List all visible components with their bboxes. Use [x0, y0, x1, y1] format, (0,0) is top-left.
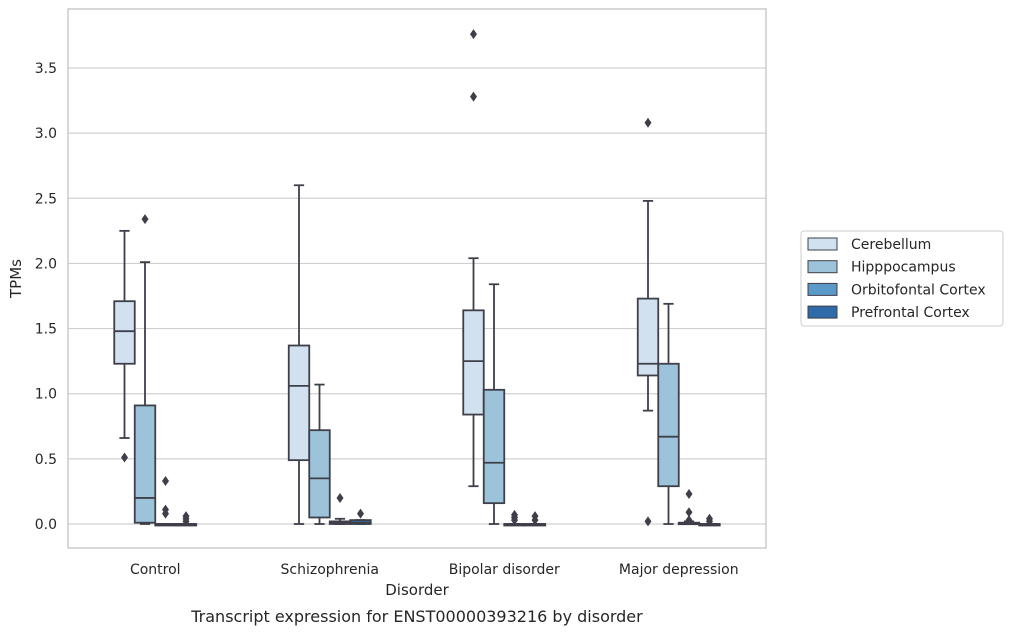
outlier-point — [182, 516, 190, 527]
box-cerebellum — [287, 184, 311, 525]
box-orbitofontal-cortex — [154, 476, 177, 527]
legend-label: Hipppocampus — [851, 260, 956, 276]
box-prefrontal-cortex — [349, 508, 372, 525]
outlier-point — [141, 214, 149, 225]
y-tick-label: 2.0 — [35, 256, 57, 272]
y-tick-label: 1.0 — [35, 387, 57, 403]
outlier-point — [162, 508, 169, 519]
y-tick-label: 3.0 — [35, 126, 57, 142]
outlier-point — [336, 492, 344, 503]
outlier-point — [685, 507, 693, 518]
y-tick-label: 1.5 — [35, 322, 57, 338]
box-prefrontal-cortex — [698, 513, 721, 527]
legend-swatch — [807, 305, 838, 319]
outlier-point — [121, 452, 128, 463]
x-tick-label: Major depression — [619, 562, 739, 578]
box-body — [462, 309, 485, 416]
box-body — [287, 344, 311, 462]
outlier-point — [470, 29, 477, 40]
y-axis-label: TPMs — [7, 259, 25, 299]
box-orbitofontal-cortex — [503, 509, 526, 527]
y-tick-label: 2.5 — [35, 191, 57, 207]
y-tick-labels: 0.0 0.5 1.0 1.5 2.0 2.5 3.0 3.5 — [35, 61, 57, 533]
x-tick-labels: Control Schizophrenia Bipolar disorder Majo… — [130, 562, 739, 578]
box-body — [657, 362, 680, 488]
legend-frame — [800, 230, 1004, 327]
box-cerebellum — [462, 29, 485, 488]
box-body — [308, 429, 331, 519]
box-hipppocampus — [133, 214, 157, 525]
outlier-point — [357, 508, 364, 519]
outlier-point — [685, 515, 693, 526]
box-orbitofontal-cortex — [677, 489, 701, 526]
legend-swatch — [807, 237, 838, 251]
legend: Cerebellum Hipppocampus Orbitofontal Corte… — [800, 230, 1004, 327]
box-orbitofontal-cortex — [328, 492, 352, 525]
outlier-point — [511, 515, 518, 526]
outlier-point — [162, 476, 169, 487]
outlier-point — [644, 516, 652, 527]
box-prefrontal-cortex — [523, 511, 547, 527]
x-tick-label: Bipolar disorder — [449, 562, 560, 578]
legend-swatch — [807, 282, 838, 296]
outlier-point — [685, 489, 693, 500]
box-hipppocampus — [657, 302, 680, 525]
box-hipppocampus — [482, 283, 506, 525]
plot-area-frame — [67, 8, 767, 549]
box-prefrontal-cortex — [174, 511, 198, 527]
outlier-point — [531, 515, 539, 526]
legend-label: Orbitofontal Cortex — [851, 282, 986, 298]
x-tick-label: Control — [130, 562, 181, 578]
outlier-point — [644, 117, 652, 128]
box-hipppocampus — [308, 383, 331, 525]
box-body — [482, 388, 506, 505]
legend-label: Cerebellum — [851, 237, 931, 253]
y-gridlines — [68, 67, 766, 525]
box-body — [636, 297, 660, 377]
y-tick-label: 0.0 — [35, 517, 57, 533]
box-body — [113, 300, 136, 365]
box-cerebellum — [113, 229, 136, 463]
box-body — [133, 404, 157, 524]
box-cerebellum — [636, 117, 660, 527]
box-series-group — [113, 29, 721, 527]
y-tick-label: 0.5 — [35, 452, 57, 468]
y-tick-label: 3.5 — [35, 61, 57, 77]
chart-caption: Transcript expression for ENST0000039321… — [190, 607, 643, 626]
outlier-point — [706, 516, 713, 527]
x-tick-label: Schizophrenia — [281, 562, 379, 578]
outlier-point — [470, 91, 477, 102]
x-axis-label: Disorder — [385, 581, 449, 599]
legend-swatch — [807, 260, 838, 274]
legend-label: Prefrontal Cortex — [851, 305, 970, 321]
